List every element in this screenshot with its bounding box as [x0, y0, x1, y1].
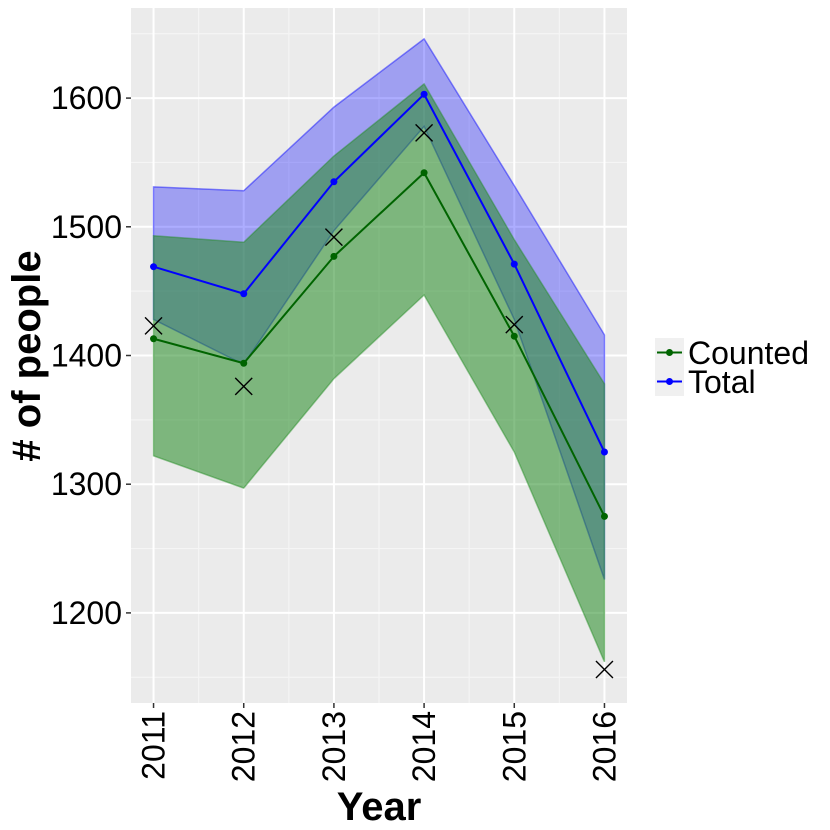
x-tick-label: 2015: [496, 711, 532, 782]
ribbon-counted: [152, 82, 606, 663]
point-counted: [600, 512, 608, 520]
point-total: [510, 260, 518, 268]
y-tick-label: 1500: [51, 209, 122, 245]
point-total: [240, 290, 248, 298]
y-tick-label: 1400: [51, 338, 122, 374]
point-total: [150, 263, 158, 271]
x-tick-label: 2011: [136, 711, 172, 780]
point-counted: [420, 169, 428, 177]
observed-markers: [144, 123, 614, 679]
legend-label-counted: Counted: [688, 335, 809, 371]
observed-marker: [234, 377, 253, 396]
y-axis: 1200 1300 1400 1500 1600: [51, 80, 131, 631]
point-counted: [510, 332, 518, 340]
x-tick-label: 2016: [586, 711, 622, 782]
point-counted: [240, 359, 248, 367]
x-axis-title: Year: [337, 785, 422, 829]
legend-point-counted: [666, 349, 673, 356]
y-axis-title: # of people: [5, 250, 49, 461]
x-tick-label: 2012: [226, 711, 262, 782]
legend-point-total: [666, 378, 673, 385]
observed-marker: [144, 316, 163, 335]
x-tick-label: 2013: [316, 711, 352, 782]
point-total: [600, 448, 608, 456]
x-axis: 2011 2012 2013 2014 2015 2016: [136, 703, 622, 782]
point-total: [330, 178, 338, 186]
point-counted: [330, 252, 338, 260]
y-tick-label: 1200: [51, 595, 122, 631]
observed-marker: [415, 123, 434, 142]
legend-label-total: Total: [688, 364, 756, 400]
y-tick-label: 1600: [51, 80, 122, 116]
line-counted: [153, 171, 606, 517]
series-lines: [153, 92, 606, 517]
point-total: [420, 90, 428, 98]
observed-marker: [595, 660, 614, 679]
line-total: [153, 92, 606, 453]
point-counted: [150, 335, 158, 343]
observed-marker: [324, 228, 343, 247]
series-points: [150, 90, 608, 520]
observed-marker: [505, 315, 524, 334]
x-tick-label: 2014: [406, 711, 442, 782]
y-tick-label: 1300: [51, 466, 122, 502]
